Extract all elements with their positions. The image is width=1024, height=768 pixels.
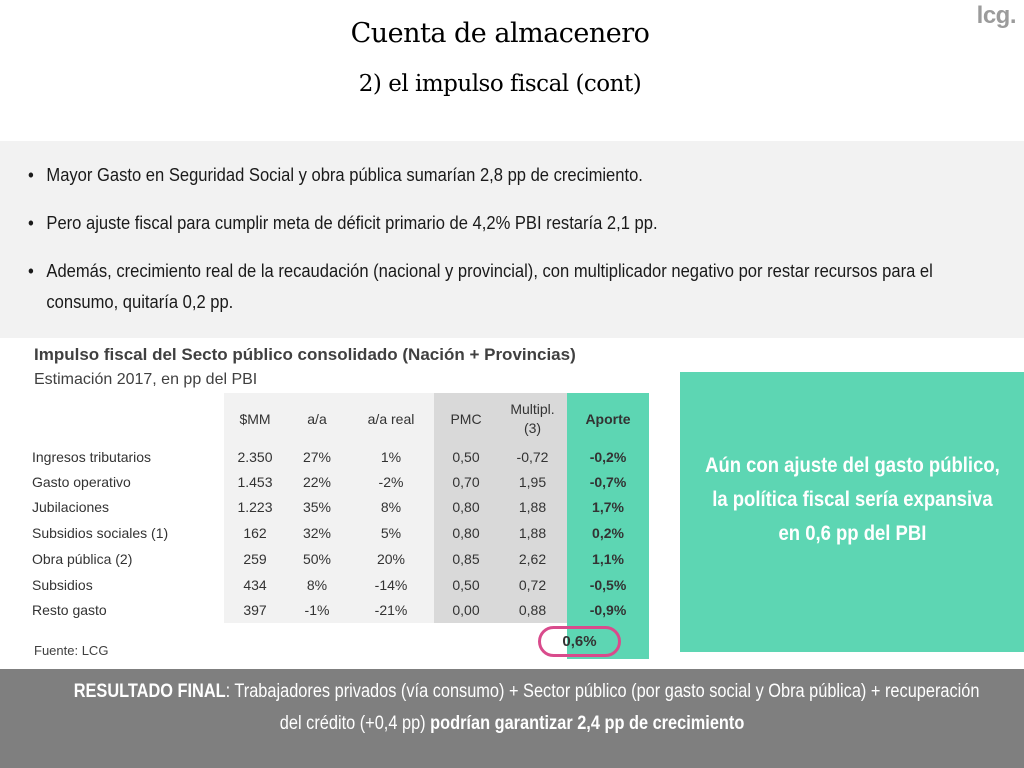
table-row: Obra pública (2) 259 50% 20% 0,85 2,62 1… [26, 547, 649, 572]
callout-line: la política fiscal sería expansiva [711, 488, 993, 511]
table-subtitle: Estimación 2017, en pp del PBI [34, 371, 258, 388]
cell-multipl: 1,88 [518, 499, 547, 515]
multiplier-column-shade [434, 393, 567, 623]
slide-subtitle: 2) el impulso fiscal (cont) [358, 71, 642, 97]
table-row: Ingresos tributarios 2.350 27% 1% 0,50 -… [26, 445, 649, 470]
cell-mm: 162 [243, 525, 267, 541]
cell-mm: 2.350 [237, 449, 273, 465]
cell-aporte: -0,5% [589, 577, 627, 593]
cell-aa-real: -2% [378, 474, 404, 490]
row-label: Resto gasto [32, 602, 107, 618]
cell-pmc: 0,70 [452, 474, 480, 490]
cell-aa-real: 8% [380, 499, 402, 515]
cell-aporte: 1,1% [592, 551, 624, 567]
header-mm: $MM [239, 410, 271, 427]
cell-aa: 32% [302, 525, 332, 541]
cell-multipl: 0,88 [518, 602, 547, 618]
header-multipl: Multipl. (3) [510, 401, 555, 436]
cell-aa-real: 20% [376, 551, 406, 567]
bullet-marker: • [28, 213, 34, 233]
cell-aa-real: 5% [380, 525, 402, 541]
conclusion-callout: Aún con ajuste del gasto público, la pol… [680, 372, 1024, 652]
cell-pmc: 0,80 [452, 525, 480, 541]
row-label: Subsidios sociales (1) [32, 525, 169, 541]
bullet-marker: • [28, 261, 34, 281]
cell-multipl: -0,72 [516, 449, 549, 465]
cell-aporte: 1,7% [592, 499, 624, 515]
cell-aporte: -0,2% [589, 449, 627, 465]
cell-pmc: 0,50 [452, 577, 480, 593]
cell-aa-real: -14% [374, 577, 408, 593]
cell-aporte: -0,9% [589, 602, 627, 618]
row-label: Gasto operativo [32, 474, 131, 490]
cell-mm: 1.223 [237, 499, 273, 515]
cell-aporte: -0,7% [589, 474, 627, 490]
cell-mm: 434 [243, 577, 267, 593]
cell-aa: 8% [306, 577, 328, 593]
result-line-1: RESULTADO FINAL: Trabajadores privados (… [0, 681, 1024, 703]
cell-pmc: 0,80 [452, 499, 480, 515]
cell-aa: 22% [302, 474, 332, 490]
row-label: Jubilaciones [32, 499, 110, 515]
cell-pmc: 0,00 [452, 602, 480, 618]
result-conclusion: podrían garantizar 2,4 pp de crecimiento [430, 713, 745, 734]
cell-pmc: 0,85 [452, 551, 480, 567]
callout-line: en 0,6 pp del PBI [778, 522, 926, 545]
row-label: Obra pública (2) [32, 551, 133, 567]
cell-aporte: 0,2% [592, 525, 624, 541]
table-source: Fuente: LCG [34, 643, 109, 658]
cell-aa: 27% [302, 449, 332, 465]
callout-line: Aún con ajuste del gasto público, [704, 454, 1000, 477]
row-label: Subsidios [32, 577, 93, 593]
row-label: Ingresos tributarios [32, 449, 152, 465]
bullet-item: • Pero ajuste fiscal para cumplir meta d… [28, 208, 1003, 239]
slide-title: Cuenta de almacenero [350, 18, 650, 49]
cell-aa: -1% [304, 602, 330, 618]
lcg-logo: lcg. [976, 2, 1017, 29]
bullet-text: Mayor Gasto en Seguridad Social y obra p… [46, 165, 643, 185]
table-row: Subsidios sociales (1) 162 32% 5% 0,80 1… [26, 521, 649, 546]
values-column-shade [224, 393, 434, 623]
callout-text: Aún con ajuste del gasto público, la pol… [705, 449, 1000, 551]
aporte-total-badge: 0,6% [538, 626, 621, 657]
cell-aa-real: -21% [374, 602, 408, 618]
table-title: Impulso fiscal del Secto público consoli… [34, 345, 576, 364]
header-aa: a/a [307, 410, 327, 427]
table-row: Resto gasto 397 -1% -21% 0,00 0,88 -0,9% [26, 598, 649, 623]
result-lead-text: : Trabajadores privados (vía consumo) + … [225, 681, 980, 702]
bullet-list: • Mayor Gasto en Seguridad Social y obra… [28, 160, 1003, 335]
cell-aa: 35% [302, 499, 332, 515]
aporte-column-shade [567, 393, 649, 659]
cell-multipl: 1,95 [518, 474, 547, 490]
result-line-2: del crédito (+0,4 pp) podrían garantizar… [0, 713, 1024, 735]
cell-pmc: 0,50 [452, 449, 480, 465]
cell-multipl: 1,88 [518, 525, 547, 541]
cell-multipl: 2,62 [518, 551, 547, 567]
header-aa-real: a/a real [367, 410, 415, 427]
bullet-text: Pero ajuste fiscal para cumplir meta de … [46, 213, 658, 233]
bullet-text: Además, crecimiento real de la recaudaci… [46, 261, 933, 312]
table-row: Jubilaciones 1.223 35% 8% 0,80 1,88 1,7% [26, 495, 649, 520]
table-row: Gasto operativo 1.453 22% -2% 0,70 1,95 … [26, 470, 649, 495]
bullet-marker: • [28, 165, 34, 185]
cell-aa: 50% [302, 551, 332, 567]
result-line2-text: del crédito (+0,4 pp) [279, 713, 431, 734]
result-lead-label: RESULTADO FINAL [73, 681, 226, 702]
header-aporte: Aporte [585, 410, 631, 427]
cell-mm: 1.453 [237, 474, 273, 490]
cell-mm: 259 [243, 551, 267, 567]
result-banner: RESULTADO FINAL: Trabajadores privados (… [0, 669, 1024, 768]
header-pmc: PMC [450, 410, 482, 427]
cell-multipl: 0,72 [518, 577, 547, 593]
cell-mm: 397 [243, 602, 267, 618]
bullets-panel: • Mayor Gasto en Seguridad Social y obra… [0, 141, 1024, 338]
bullet-item: • Mayor Gasto en Seguridad Social y obra… [28, 160, 1003, 191]
table-row: Subsidios 434 8% -14% 0,50 0,72 -0,5% [26, 573, 649, 598]
bullet-item: • Además, crecimiento real de la recauda… [28, 256, 985, 318]
cell-aa-real: 1% [380, 449, 402, 465]
